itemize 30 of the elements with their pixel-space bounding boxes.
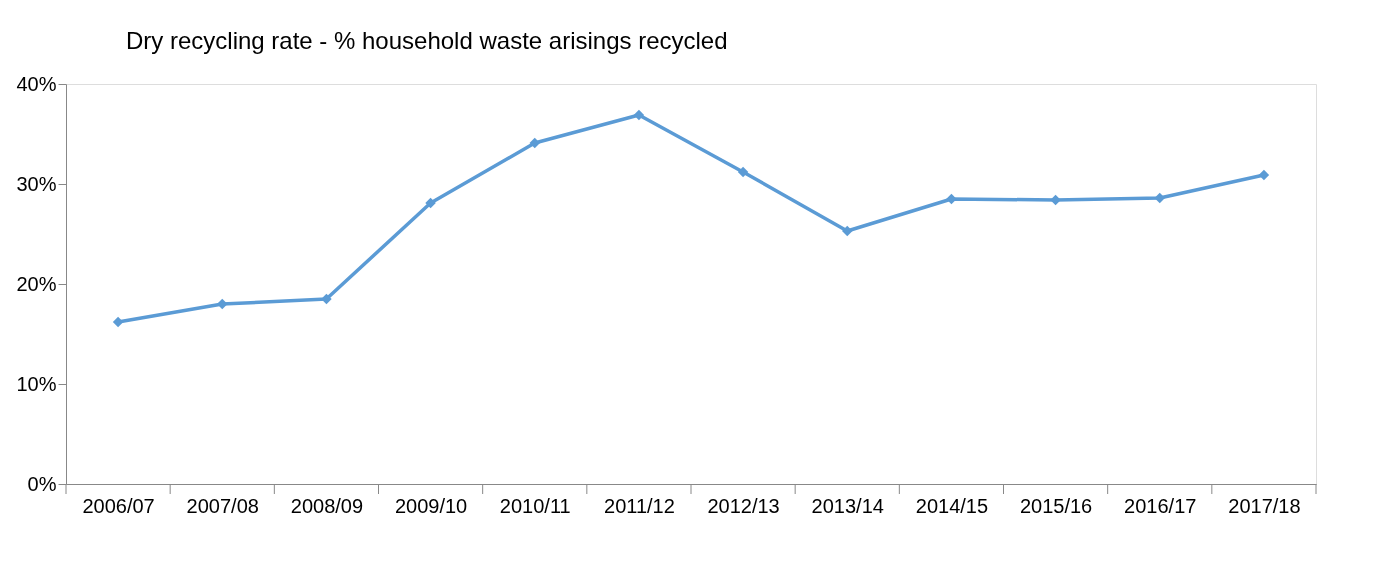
point bbox=[321, 293, 332, 305]
point bbox=[946, 193, 957, 205]
point bbox=[529, 137, 540, 149]
x-tick-label: 2016/17 bbox=[1124, 494, 1197, 517]
point bbox=[425, 197, 436, 209]
x-tick-label: 2015/16 bbox=[1019, 494, 1093, 517]
point bbox=[633, 109, 645, 121]
y-tick-label: 10% bbox=[16, 372, 57, 395]
y-tick-label: 20% bbox=[16, 272, 57, 295]
x-tick-label: 2010/11 bbox=[499, 494, 571, 517]
x-tick-label: 2012/13 bbox=[707, 494, 780, 517]
point bbox=[1258, 169, 1270, 181]
point bbox=[842, 225, 853, 237]
y-tick-label: 40% bbox=[16, 72, 57, 95]
x-tick-label: 2009/10 bbox=[394, 494, 468, 517]
chart-title: Dry recycling rate - % household waste arisings recycled bbox=[125, 27, 728, 54]
y-tick-label: 0% bbox=[27, 472, 57, 495]
x-tick-label: 2013/14 bbox=[811, 494, 884, 517]
x-tick-label: 2011/12 bbox=[604, 494, 675, 517]
x-tick-label: 2008/09 bbox=[290, 494, 364, 517]
x-tick-label: 2014/15 bbox=[915, 494, 989, 517]
point bbox=[1050, 194, 1061, 206]
x-tick-label: 2017/18 bbox=[1228, 494, 1301, 517]
point bbox=[217, 298, 228, 310]
point bbox=[112, 316, 124, 328]
y-tick-label: 30% bbox=[16, 172, 57, 195]
point bbox=[1154, 192, 1165, 204]
point bbox=[737, 166, 749, 178]
x-tick-label: 2007/08 bbox=[186, 494, 259, 517]
x-tick-label: 2006/07 bbox=[82, 494, 155, 517]
